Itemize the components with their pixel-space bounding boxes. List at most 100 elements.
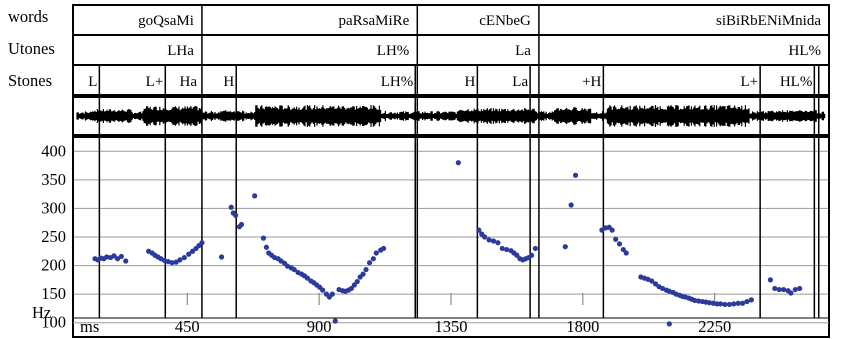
y-tick-label: 200: [41, 256, 66, 275]
pitch-point: [722, 301, 728, 308]
pitch-point: [495, 240, 501, 246]
pitch-point: [726, 301, 732, 308]
pitch-point: [568, 202, 574, 208]
pitch-point: [532, 245, 538, 252]
tier-name-stones: Stones: [8, 71, 52, 90]
pitch-point: [366, 260, 373, 266]
pitch-point: [748, 297, 754, 303]
y-axis-label: Hz: [32, 303, 51, 322]
pitch-point: [792, 286, 798, 293]
stone-label: H: [223, 74, 234, 90]
utones-labels: LHa LH% La HL%: [167, 43, 821, 59]
stone-label: +H: [582, 74, 601, 90]
pitch-point: [609, 227, 615, 233]
utone-label: La: [515, 43, 531, 59]
pitch-point: [123, 258, 129, 264]
pitch-point: [228, 204, 234, 210]
stone-label: HL%: [780, 74, 813, 90]
utone-label: LH%: [377, 43, 410, 59]
pitch-point: [118, 253, 124, 260]
pitch-point: [666, 321, 672, 327]
stone-label: H: [465, 74, 476, 90]
pitch-point: [486, 237, 492, 243]
stone-label: L: [88, 74, 97, 90]
y-tick-label: 250: [41, 227, 66, 246]
pitch-point: [169, 260, 175, 266]
stone-label: Ha: [180, 74, 198, 90]
y-tick-label: 400: [41, 141, 66, 160]
utone-label: LHa: [167, 43, 194, 59]
pitch-point: [696, 298, 702, 304]
x-tick-label: 1350: [435, 317, 468, 336]
pitch-grid: [73, 150, 829, 324]
stone-label: La: [512, 74, 528, 90]
pitch-point: [528, 252, 535, 258]
x-tick-label: 450: [175, 317, 200, 336]
pitch-point: [490, 238, 497, 244]
y-tick-label: 100: [41, 313, 66, 332]
pitch-point: [772, 285, 778, 292]
pitch-point: [706, 300, 713, 306]
word-label: paRsaMiRe: [338, 13, 409, 29]
pitch-point: [780, 286, 787, 293]
pitch-point: [181, 254, 187, 261]
pitch-point: [623, 250, 629, 256]
pitch-point: [373, 250, 379, 256]
tier-name-utones: Utones: [8, 39, 55, 58]
word-label: goQsaMi: [138, 13, 194, 29]
pitch-point: [797, 285, 803, 292]
pitch-point: [649, 278, 655, 284]
stones-labels: L L+ Ha H LH% H La +H L+ HL%: [88, 74, 812, 90]
pitch-point: [710, 300, 716, 306]
word-label: cENbeG: [479, 13, 531, 29]
pitch-point: [652, 281, 659, 287]
pitch-point: [562, 244, 568, 250]
y-tick-label: 300: [41, 198, 66, 217]
pitch-point: [260, 235, 267, 241]
pitch-point: [717, 301, 724, 307]
pitch-point: [363, 266, 369, 273]
pitch-point: [233, 212, 239, 218]
x-tick-label: 2250: [698, 317, 731, 336]
word-label: siBiRbENiMnida: [716, 13, 821, 29]
pitch-point: [767, 277, 773, 283]
pitch-point: [504, 246, 510, 253]
pitch-point: [692, 297, 698, 304]
words-labels: goQsaMi paRsaMiRe cENbeG siBiRbENiMnida: [138, 13, 821, 29]
pitch-point: [252, 193, 258, 199]
x-axis-label: ms: [80, 317, 99, 336]
pitch-point: [360, 271, 366, 277]
pitch-point: [381, 245, 387, 252]
pitch-point: [788, 290, 794, 296]
pitch-point: [304, 275, 311, 281]
pitch-point: [114, 256, 121, 262]
pitch-point: [104, 254, 110, 260]
pitch-point: [476, 227, 482, 233]
y-axis-ticks: 100 150 200 250 300 350 400: [41, 141, 66, 331]
pitch-point: [199, 240, 205, 246]
pitch-point: [744, 298, 750, 305]
waveform-trace: [76, 105, 826, 127]
stone-label: L+: [146, 74, 164, 90]
pitch-point: [348, 285, 354, 292]
stone-label: L+: [741, 74, 759, 90]
pitch-point: [620, 246, 626, 253]
y-tick-label: 150: [41, 284, 66, 303]
pitch-point: [499, 245, 505, 252]
pitch-point: [351, 282, 357, 288]
utone-label: HL%: [789, 43, 822, 59]
tier-name-words: words: [8, 7, 48, 26]
pitch-point: [218, 254, 225, 260]
pitch-point: [370, 256, 376, 262]
y-tick-label: 350: [41, 170, 66, 189]
pitch-point: [731, 301, 737, 307]
pitch-point: [455, 160, 461, 166]
pitch-point: [572, 172, 579, 178]
pitch-point: [173, 259, 179, 265]
pitch-point: [111, 253, 117, 259]
x-tick-label: 1800: [566, 317, 599, 336]
waveform: [76, 105, 826, 127]
pitch-point: [514, 252, 520, 258]
pitch-point: [329, 291, 335, 297]
